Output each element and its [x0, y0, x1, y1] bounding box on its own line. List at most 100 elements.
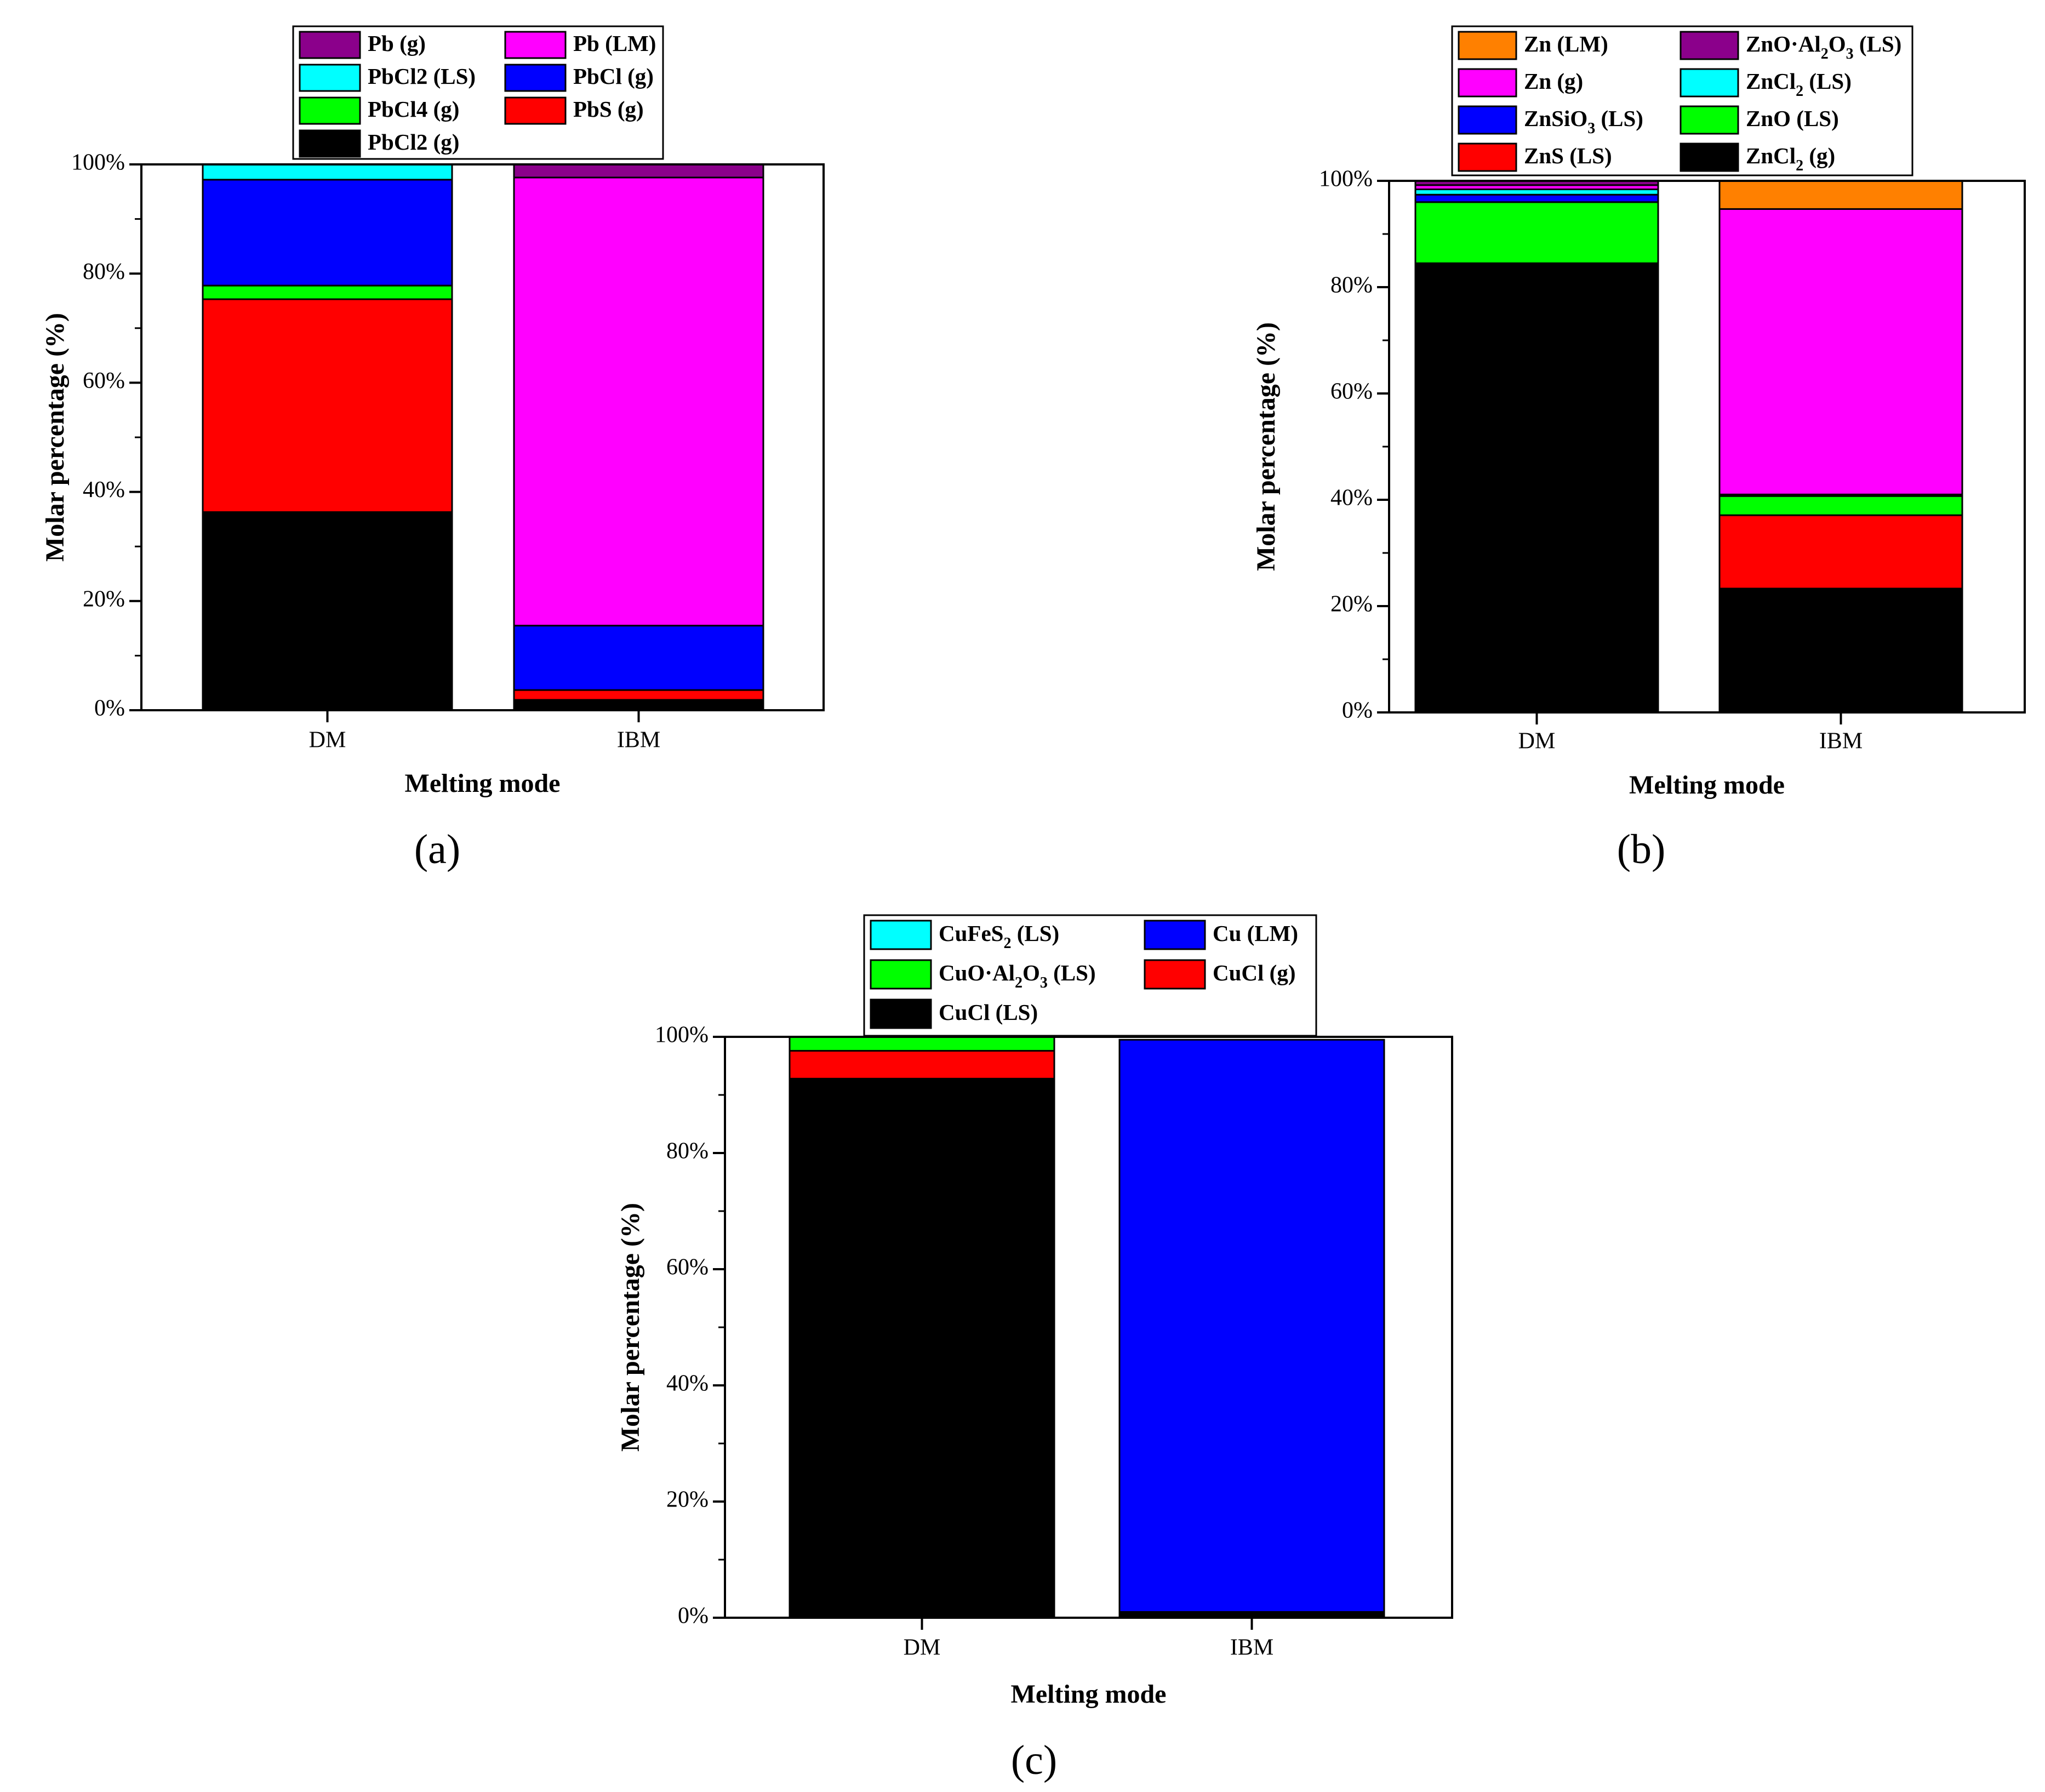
legend: Pb (g) Pb (LM) PbCl2 (LS) PbCl (g) PbCl4 (g)…: [292, 25, 664, 160]
y-tick-label: 40%: [83, 477, 125, 503]
bar-segment: [789, 1077, 1055, 1619]
bar-segment: [513, 699, 764, 711]
legend-swatch: [1680, 68, 1739, 98]
bar-segment: [513, 176, 764, 627]
x-axis-title: Melting mode: [1011, 1680, 1167, 1709]
y-tick-label: 0%: [94, 696, 125, 721]
legend-swatch: [1458, 105, 1517, 135]
y-tick-label: 60%: [83, 368, 125, 393]
bar-segment: [1414, 193, 1659, 203]
panel-label: (b): [1617, 826, 1666, 872]
legend-label: CuCl (g): [1213, 960, 1295, 985]
bar-segment: [202, 511, 453, 711]
y-tick-label: 40%: [1330, 486, 1373, 511]
y-tick-label: 100%: [655, 1023, 709, 1048]
y-tick-label: 20%: [1330, 592, 1373, 617]
y-tick-label: 100%: [1319, 167, 1373, 192]
bar-segment: [1414, 201, 1659, 264]
bar-segment: [789, 1049, 1055, 1080]
legend-swatch: [1680, 31, 1739, 60]
legend-swatch: [299, 31, 361, 59]
legend-swatch: [1144, 920, 1206, 950]
legend-swatch: [870, 998, 932, 1029]
bar-segment: [513, 689, 764, 701]
bar-segment: [513, 625, 764, 691]
legend-swatch: [299, 96, 361, 125]
legend-swatch: [1680, 142, 1739, 172]
x-tick-label: DM: [1518, 729, 1556, 754]
bar-segment: [1414, 262, 1659, 714]
bar-segment: [202, 284, 453, 300]
y-tick-label: 20%: [666, 1487, 709, 1513]
y-tick-label: 80%: [83, 259, 125, 284]
y-tick-label: 60%: [666, 1255, 709, 1280]
legend-swatch: [870, 959, 932, 990]
chart-panel-b: 0% 20% 40% 60% 80% 100% DM IBM Melting mode Molar…: [1252, 25, 2026, 872]
panel-label: (a): [414, 826, 460, 872]
bar-segment: [1718, 180, 1963, 210]
bar-segment: [1718, 587, 1963, 714]
legend-swatch: [1458, 68, 1517, 98]
chart-panel-a: 0% 20% 40% 60% 80% 100% DM IBM Melting mode Molar…: [41, 25, 825, 872]
legend-swatch: [1144, 959, 1206, 990]
y-tick-label: 100%: [71, 150, 125, 175]
y-tick-label: 80%: [1330, 273, 1373, 298]
legend-label: Cu (LM): [1213, 921, 1298, 946]
legend-label: ZnCl2 (g): [1746, 143, 1835, 174]
legend: CuFeS2 (LS) Cu (LM) CuO·Al2O3 (LS) CuCl (g)…: [863, 914, 1317, 1037]
y-tick-label: 40%: [666, 1371, 709, 1396]
legend-label: Zn (LM): [1524, 31, 1608, 56]
legend-label: ZnO (LS): [1746, 106, 1839, 131]
legend-label: PbCl (g): [573, 64, 654, 89]
legend-label: ZnO·Al2O3 (LS): [1746, 31, 1901, 62]
legend-label: CuFeS2 (LS): [939, 921, 1059, 952]
x-tick-label: IBM: [617, 728, 660, 753]
x-tick-label: DM: [904, 1635, 941, 1660]
bar-segment: [1718, 208, 1963, 495]
legend-swatch: [1458, 142, 1517, 172]
legend-swatch: [870, 920, 932, 950]
legend-label: PbCl4 (g): [368, 96, 459, 122]
y-axis-title: Molar percentage (%): [1252, 322, 1281, 571]
bar-segment: [1118, 1038, 1385, 1613]
legend-swatch: [504, 96, 567, 125]
legend-swatch: [1680, 105, 1739, 135]
bar-segment: [1718, 514, 1963, 590]
y-tick-label: 20%: [83, 586, 125, 612]
bar-segment: [202, 179, 453, 287]
legend-label: CuCl (LS): [939, 1000, 1038, 1025]
legend-label: Pb (g): [368, 31, 426, 56]
legend-label: ZnSiO3 (LS): [1524, 106, 1643, 137]
x-tick-label: IBM: [1819, 729, 1863, 754]
legend-label: ZnCl2 (LS): [1746, 69, 1852, 100]
legend-label: ZnS (LS): [1524, 143, 1612, 168]
x-axis-title: Melting mode: [405, 769, 561, 798]
legend-label: PbCl2 (g): [368, 129, 459, 155]
y-tick-label: 80%: [666, 1139, 709, 1164]
y-tick-label: 0%: [678, 1603, 709, 1629]
legend: Zn (LM) ZnO·Al2O3 (LS) Zn (g) ZnCl2 (LS) ZnS…: [1451, 25, 1913, 176]
legend-label: CuO·Al2O3 (LS): [939, 960, 1096, 991]
y-tick-label: 60%: [1330, 379, 1373, 404]
x-axis-title: Melting mode: [1629, 771, 1785, 800]
y-axis-title: Molar percentage (%): [616, 1203, 645, 1452]
legend-label: Zn (g): [1524, 69, 1583, 94]
legend-swatch: [299, 64, 361, 92]
legend-label: Pb (LM): [573, 31, 656, 56]
legend-box: [863, 914, 1317, 1037]
bar-segment: [202, 163, 453, 181]
legend-label: PbS (g): [573, 96, 644, 122]
panel-label: (c): [1011, 1737, 1057, 1783]
legend-label: PbCl2 (LS): [368, 64, 476, 89]
legend-swatch: [504, 31, 567, 59]
y-axis-title: Molar percentage (%): [41, 313, 70, 562]
legend-swatch: [504, 64, 567, 92]
x-tick-label: IBM: [1230, 1635, 1273, 1660]
bar-segment: [1718, 495, 1963, 516]
bar-segment: [789, 1036, 1055, 1052]
y-tick-label: 0%: [1342, 698, 1373, 723]
legend-swatch: [299, 129, 361, 158]
bar-segment: [202, 298, 453, 513]
bar-segment: [513, 163, 764, 179]
